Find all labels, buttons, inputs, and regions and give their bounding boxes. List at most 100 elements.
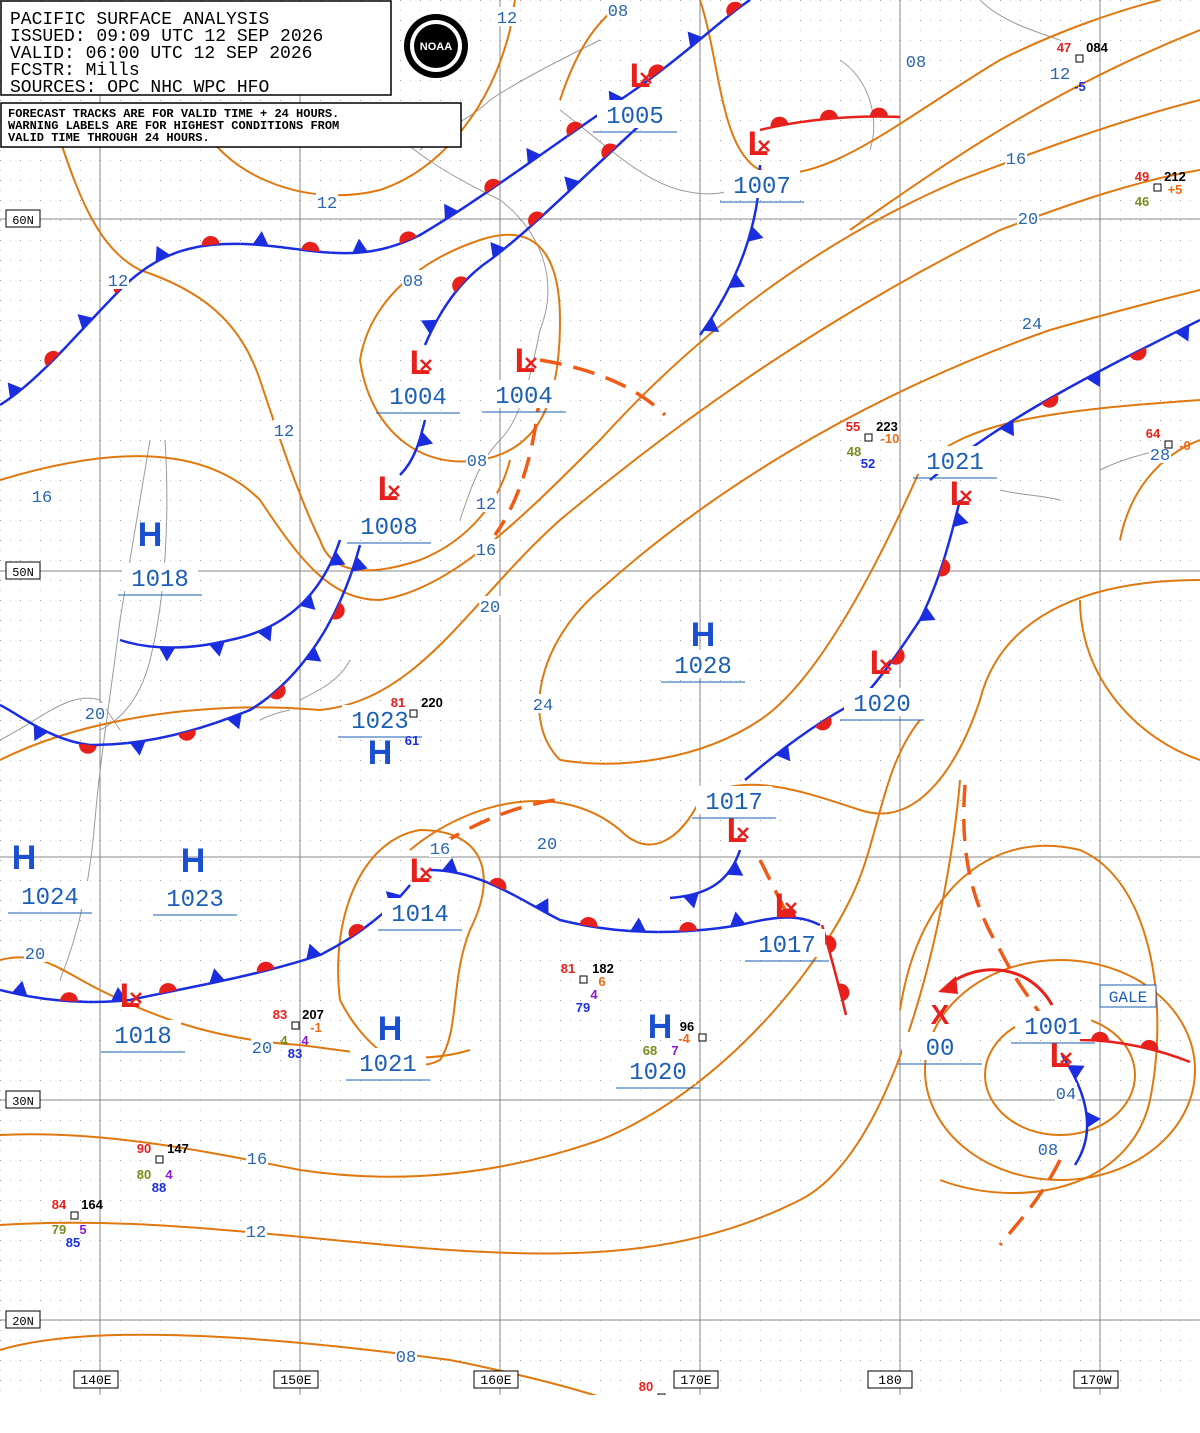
station-value: 80: [137, 1167, 151, 1182]
cold-front-pip: [442, 857, 458, 873]
cold-front-pip: [306, 943, 322, 960]
pressure-bg: [351, 511, 427, 539]
center-symbol: H: [12, 839, 37, 877]
center-pressure: 1004: [495, 384, 553, 411]
cold-front-pip: [77, 314, 94, 330]
triangle: [747, 226, 764, 242]
warm-front-pip: [256, 961, 275, 973]
semicircle: [44, 350, 60, 367]
warm-front-pip: [331, 602, 345, 620]
center-symbol: H: [181, 842, 206, 880]
station-marker: [409, 709, 418, 718]
pressure-bg: [1015, 1011, 1091, 1039]
semicircle: [399, 231, 417, 244]
triangle: [727, 861, 744, 876]
warm-front-pip: [815, 716, 832, 731]
troughs: [439, 358, 1062, 1247]
logo-text: NOAA: [420, 41, 452, 53]
warm-front-pip: [1129, 347, 1147, 361]
isobar-label-bg: [31, 486, 53, 505]
station-marker: [864, 433, 873, 442]
triangle: [421, 319, 438, 335]
station-marker: [1153, 183, 1162, 192]
cold-front-pip: [919, 606, 936, 622]
center-symbol: H: [378, 1010, 403, 1048]
isobar-label: 28: [1150, 447, 1170, 466]
warm-front-pip: [1140, 1039, 1159, 1052]
isobar-label-bg: [536, 833, 558, 852]
warm-front-pip: [79, 743, 97, 754]
station-value: 7: [671, 1043, 678, 1058]
pressure-bg: [620, 1056, 696, 1084]
triangle: [1086, 370, 1101, 387]
isobar-label-bg: [1037, 1139, 1059, 1158]
isobar-label-bg: [84, 703, 106, 722]
cold-front-pip: [687, 31, 703, 48]
isobar-label: 12: [317, 195, 337, 214]
cold-front-pip: [351, 556, 368, 572]
center-symbol: L: [727, 812, 748, 850]
station-value: 81: [561, 961, 575, 976]
station-value: 207: [302, 1007, 324, 1022]
cold-front-pip: [155, 245, 170, 262]
isobar-label-bg: [24, 943, 46, 962]
pressure-bg: [380, 381, 456, 409]
semicircle: [601, 143, 617, 159]
isobar-label-bg: [479, 596, 501, 615]
triangle: [209, 641, 225, 657]
center-pressure: 1008: [360, 515, 418, 542]
triangle: [257, 625, 273, 642]
center-symbol: L: [870, 644, 891, 682]
center-cross: [420, 359, 432, 371]
header-note: VALID TIME THROUGH 24 HOURS.: [8, 131, 210, 145]
cold-front-pip: [999, 420, 1014, 437]
latitude-box: [5, 561, 41, 580]
warm-front-pip: [269, 684, 286, 700]
warm-front-pip: [44, 350, 60, 367]
center-pressure: 1018: [131, 567, 189, 594]
semicircle: [838, 983, 850, 1002]
semicircle: [452, 276, 468, 293]
triangle: [526, 147, 541, 164]
isobar-label-bg: [246, 1148, 268, 1167]
station-value: -1: [310, 1020, 322, 1035]
warm-front-pip: [528, 211, 544, 227]
triangle: [564, 176, 580, 193]
isobar-label-bg: [107, 270, 129, 289]
isobar-label: 16: [32, 489, 52, 508]
station-value: 55: [846, 419, 860, 434]
isobar-label-bg: [273, 420, 295, 439]
isobar-label: 20: [480, 599, 500, 618]
cold-front-pip: [564, 176, 580, 193]
station-value: 79: [576, 1000, 590, 1015]
warm-front-pip: [648, 64, 665, 79]
center-symbol: L: [378, 470, 399, 508]
center-pressure: 1021: [359, 1052, 417, 1079]
triangle: [728, 273, 745, 288]
triangle: [775, 745, 791, 762]
semicircle: [825, 935, 837, 953]
center-pressure: 1018: [114, 1024, 172, 1051]
triangle: [729, 911, 746, 927]
isobar-label-bg: [395, 1346, 417, 1365]
cold-front-pip: [703, 317, 720, 332]
isobar-label-bg: [251, 1037, 273, 1056]
triangle: [77, 314, 94, 330]
center-symbol: X: [931, 999, 950, 1030]
isobar-label: 20: [25, 946, 45, 965]
isobar-label: 12: [476, 496, 496, 515]
triangle: [209, 968, 225, 984]
warm-front-pip: [201, 236, 220, 246]
pressure-bg: [342, 705, 418, 733]
cold-front-pip: [305, 646, 322, 662]
station-value: 80: [639, 1379, 653, 1394]
longitude-box: [1073, 1370, 1119, 1389]
center-pressure: 1028: [674, 654, 732, 681]
station-value: 68: [643, 1043, 657, 1058]
triangle: [159, 647, 176, 662]
station-marker: [70, 1211, 79, 1220]
isobar-label: 24: [533, 697, 553, 716]
station-value: 220: [421, 695, 443, 710]
station-value: 52: [861, 456, 875, 471]
station-value: 182: [592, 961, 614, 976]
